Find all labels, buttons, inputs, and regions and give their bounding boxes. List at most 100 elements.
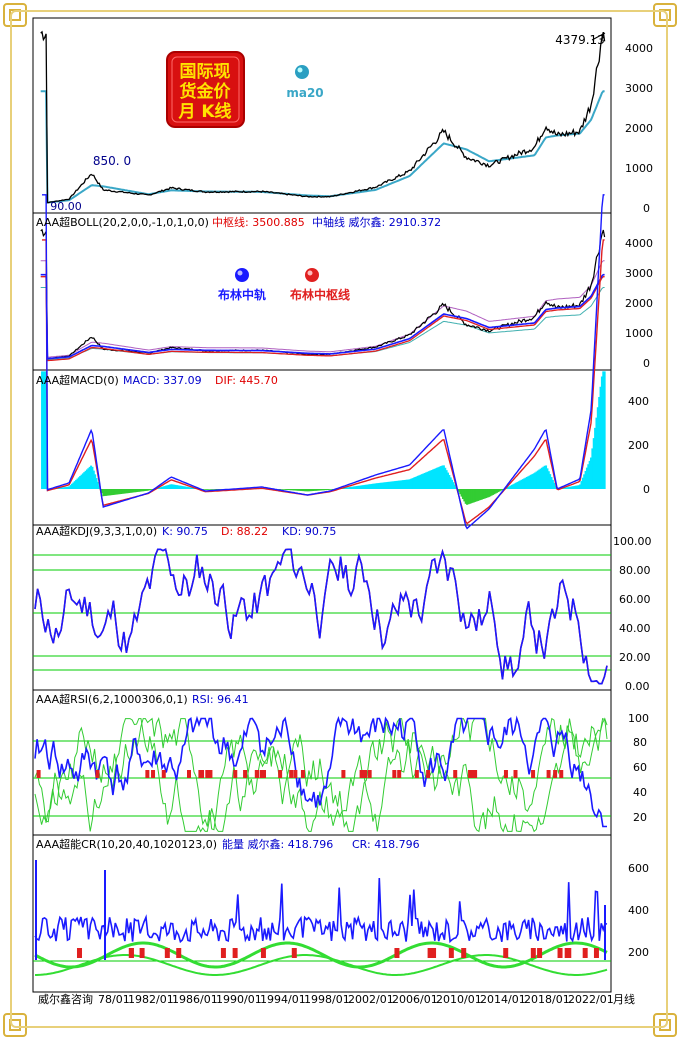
kdj-d-value: D: 88.22 [221, 525, 268, 538]
rsi-band-upper [34, 717, 608, 833]
rsi-marker [300, 770, 305, 778]
early-peak-label: 850. 0 [93, 154, 131, 168]
cr-marker [429, 948, 435, 958]
boll-mid-line [40, 273, 605, 360]
cr-marker [139, 948, 145, 958]
kdj-kd-value: KD: 90.75 [282, 525, 336, 538]
rsi-marker [151, 770, 156, 778]
rsi-ytick-40: 40 [633, 786, 647, 799]
cr-ytick-200: 200 [628, 946, 649, 959]
cr-marker [503, 948, 509, 958]
main-ytick-1000: 1000 [625, 162, 653, 175]
kdj-ytick-40: 40.00 [619, 622, 651, 635]
price-line [40, 30, 606, 204]
rsi-marker [473, 770, 478, 778]
kdj-ytick-20: 20.00 [619, 651, 651, 664]
ma20-label: ma20 [286, 86, 323, 100]
cr-marker [530, 948, 536, 958]
cr-marker [76, 948, 82, 958]
kdj-ytick-100: 100.00 [613, 535, 652, 548]
cr-value: CR: 418.796 [352, 838, 420, 851]
rsi-marker [414, 770, 419, 778]
boll-ytick-3000: 3000 [625, 267, 653, 280]
low-label: 90.00 [50, 200, 82, 213]
rsi-title: AAA超RSI(6,2,1000306,0,1) [36, 692, 188, 706]
rsi-marker [503, 770, 508, 778]
rsi-marker [243, 770, 248, 778]
boll-ytick-4000: 4000 [625, 237, 653, 250]
rsi-marker [259, 770, 264, 778]
boll-title: AAA超BOLL(20,2,0,0,-1,0,1,0,0) [36, 215, 209, 229]
rsi-marker [559, 770, 564, 778]
x-tick-1990: 1990/01 [216, 993, 262, 1006]
rsi-marker [359, 770, 364, 778]
rsi-marker [145, 770, 150, 778]
macd-ytick-200: 200 [628, 439, 649, 452]
rsi-marker [255, 770, 260, 778]
x-axis-period-label: 月线 [613, 992, 635, 1006]
macd-ytick-400: 400 [628, 395, 649, 408]
rsi-ytick-100: 100 [628, 712, 649, 725]
rsi-marker [36, 770, 41, 778]
x-tick-2010: 2010/01 [436, 993, 482, 1006]
rsi-marker [367, 770, 372, 778]
panel-frames [32, 17, 612, 993]
rsi-marker [392, 770, 397, 778]
decorative-frame [10, 10, 668, 1028]
main-ytick-2000: 2000 [625, 122, 653, 135]
boll-value-mid: 中轴线 威尔鑫: 2910.372 [312, 215, 441, 229]
cr-marker [582, 948, 588, 958]
rsi-marker [262, 770, 267, 778]
rsi-marker [341, 770, 346, 778]
boll-legend-mid: 布林中轨 [218, 287, 266, 302]
rsi-marker [426, 770, 431, 778]
cr-marker [593, 948, 599, 958]
boll-pivot-line [40, 276, 605, 362]
boll-ytick-2000: 2000 [625, 297, 653, 310]
main-ytick-0: 0 [643, 202, 650, 215]
x-tick-1994: 1994/01 [260, 993, 306, 1006]
x-axis-source-label: 威尔鑫咨询 [38, 992, 93, 1006]
cr-ma-line-1 [34, 941, 608, 969]
cr-marker [220, 948, 226, 958]
boll-mid-dot-highlight [237, 270, 243, 276]
rsi-marker [95, 770, 100, 778]
main-ytick-4000: 4000 [625, 42, 653, 55]
macd-value: MACD: 337.09 [123, 374, 202, 387]
cr-marker [461, 948, 467, 958]
cr-marker [176, 948, 182, 958]
boll-legend: 布林中轨 布林中枢线 [218, 268, 350, 302]
cr-marker [291, 948, 297, 958]
cr-line [34, 877, 608, 944]
rsi-ytick-60: 60 [633, 761, 647, 774]
rsi-marker [453, 770, 458, 778]
x-tick-1998: 1998/01 [304, 993, 350, 1006]
cr-marker [232, 948, 238, 958]
rsi-marker [205, 770, 210, 778]
rsi-marker [289, 770, 294, 778]
cr-marker [260, 948, 266, 958]
kdj-k-value: K: 90.75 [162, 525, 208, 538]
cr-energy-value: 能量 威尔鑫: 418.796 [222, 837, 333, 851]
cr-marker [537, 948, 543, 958]
badge-line1: 国际现 [180, 62, 231, 82]
cr-marker [566, 948, 572, 958]
rsi-marker [513, 770, 518, 778]
boll-legend-pivot: 布林中枢线 [290, 287, 350, 302]
x-tick-1978: 78/01 [98, 993, 130, 1006]
rsi-marker [546, 770, 551, 778]
dif-value: DIF: 445.70 [215, 374, 278, 387]
kdj-k-line [34, 548, 608, 685]
rsi-marker [199, 770, 204, 778]
boll-pivot-dot-highlight [307, 270, 313, 276]
cr-marker [128, 948, 134, 958]
x-tick-1986: 1986/01 [172, 993, 218, 1006]
x-tick-2022: 2022/01 [568, 993, 614, 1006]
rsi-marker [531, 770, 536, 778]
kdj-ytick-80: 80.00 [619, 564, 651, 577]
cr-marker [448, 948, 454, 958]
series-layer [34, 30, 608, 976]
badge-line2: 货金价 [180, 81, 232, 102]
macd-dif-line [42, 194, 605, 530]
